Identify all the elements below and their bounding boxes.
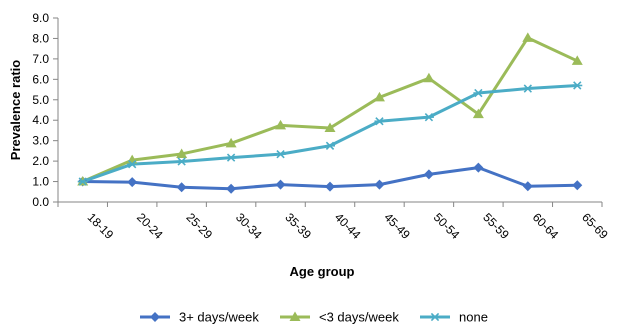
data-point-star xyxy=(275,149,286,159)
y-tick-label: 0.0 xyxy=(32,195,49,209)
y-tick-label: 5.0 xyxy=(32,93,49,107)
x-ticks: 18-19 20-24 25-29 30-34 35-39 40-44 45-49 50-54… xyxy=(57,202,611,242)
star-stroke xyxy=(177,157,186,166)
star-stroke xyxy=(128,160,137,169)
y-tick-label: 3.0 xyxy=(32,134,49,148)
data-point-triangle xyxy=(225,137,237,148)
series-lines xyxy=(82,36,578,191)
legend-label: none xyxy=(459,310,488,325)
y-ticks: 0.0 1.0 2.0 3.0 4.0 5.0 6.0 7.0 8.0 9.0 xyxy=(32,11,58,209)
data-point-star xyxy=(522,84,533,93)
y-tick-label: 7.0 xyxy=(32,52,49,66)
data-point-star xyxy=(374,117,385,126)
x-tick-label: 45-49 xyxy=(381,210,413,242)
x-tick-label: 20-24 xyxy=(134,210,166,242)
x-tick-label: 25-29 xyxy=(184,210,216,242)
data-point-diamond xyxy=(423,169,434,180)
y-tick-label: 9.0 xyxy=(32,11,49,25)
y-tick-label: 8.0 xyxy=(32,31,49,45)
legend-item: 3+ days/week xyxy=(140,310,259,325)
x-tick-label: 55-59 xyxy=(480,210,512,242)
data-point-diamond xyxy=(374,179,385,190)
data-point-triangle xyxy=(289,311,301,321)
x-tick-label: 18-19 xyxy=(85,210,117,242)
y-axis-label: Prevalence ratio xyxy=(8,60,23,161)
data-point-diamond xyxy=(150,312,160,322)
series-markers-2 xyxy=(77,81,583,186)
data-point-diamond xyxy=(572,180,583,191)
legend-item: none xyxy=(420,310,488,325)
star-stroke xyxy=(430,312,440,322)
y-tick-label: 4.0 xyxy=(32,113,49,127)
data-point-star xyxy=(176,157,187,166)
data-point-triangle xyxy=(472,108,484,119)
x-tick-label: 30-34 xyxy=(233,210,265,242)
axes xyxy=(57,18,602,203)
series-markers xyxy=(77,32,583,194)
star-stroke xyxy=(325,141,335,150)
data-point-triangle xyxy=(522,32,534,42)
star-stroke xyxy=(78,177,87,186)
legend: 3+ days/week <3 days/week none xyxy=(140,310,488,325)
x-tick-label: 60-64 xyxy=(530,210,562,242)
star-stroke xyxy=(276,149,285,159)
data-point-star xyxy=(473,88,484,98)
legend-label: 3+ days/week xyxy=(179,310,259,325)
x-axis-label: Age group xyxy=(290,264,355,279)
data-point-triangle xyxy=(176,148,188,158)
data-point-star xyxy=(423,112,434,122)
data-point-diamond xyxy=(226,183,237,194)
star-stroke xyxy=(424,112,434,122)
x-tick-label: 40-44 xyxy=(332,210,364,242)
y-tick-label: 6.0 xyxy=(32,72,49,86)
y-tick-label: 2.0 xyxy=(32,154,49,168)
data-point-triangle xyxy=(423,72,435,83)
data-point-diamond xyxy=(127,177,138,188)
data-point-star xyxy=(325,141,335,150)
legend-label: <3 days/week xyxy=(319,310,399,325)
y-tick-label: 1.0 xyxy=(32,175,49,189)
star-stroke xyxy=(375,117,384,126)
data-point-star xyxy=(77,177,88,186)
x-tick-label: 65-69 xyxy=(579,210,611,242)
data-point-star xyxy=(430,312,440,322)
data-point-star xyxy=(127,160,138,169)
x-tick-label: 35-39 xyxy=(282,210,314,242)
star-stroke xyxy=(474,88,483,98)
series-line-2 xyxy=(82,83,578,183)
data-point-diamond xyxy=(275,179,286,190)
data-point-diamond xyxy=(176,182,187,193)
data-point-star xyxy=(572,81,583,90)
data-point-triangle xyxy=(324,122,336,132)
data-point-diamond xyxy=(325,181,335,192)
star-stroke xyxy=(573,81,582,90)
legend-item: <3 days/week xyxy=(280,310,399,325)
data-point-diamond xyxy=(522,181,533,192)
series-line-1 xyxy=(82,36,578,183)
star-stroke xyxy=(523,84,532,93)
data-point-triangle xyxy=(373,91,385,102)
x-tick-label: 50-54 xyxy=(431,210,463,242)
data-point-triangle xyxy=(275,119,287,130)
star-stroke xyxy=(226,153,236,162)
data-point-star xyxy=(226,153,237,162)
data-point-diamond xyxy=(473,162,484,173)
data-point-triangle xyxy=(571,55,583,65)
